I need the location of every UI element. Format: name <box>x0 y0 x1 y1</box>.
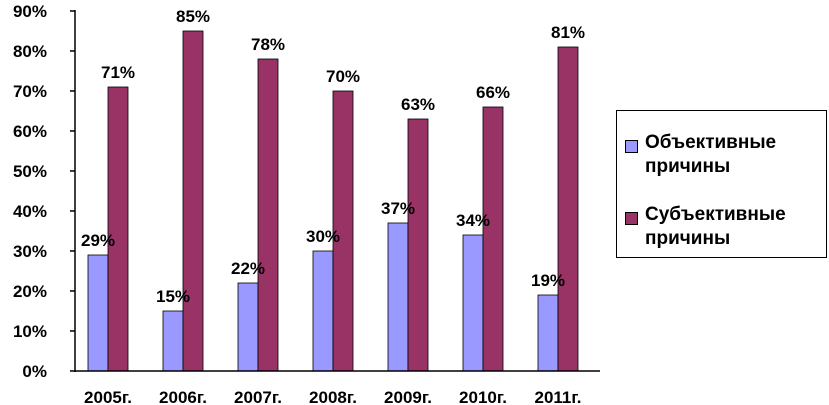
legend-item-subjective: Субъективные причины <box>625 203 815 251</box>
y-tick-label: 20% <box>13 282 47 301</box>
y-tick-label: 30% <box>13 242 47 261</box>
data-label: 34% <box>456 211 490 230</box>
y-tick-label: 40% <box>13 202 47 221</box>
x-tick-label: 2005г. <box>84 388 132 405</box>
bar-objective <box>387 222 409 372</box>
bar-subjective <box>257 58 279 372</box>
bar-objective <box>537 294 559 372</box>
data-label: 29% <box>81 231 115 250</box>
data-label: 81% <box>551 23 585 42</box>
data-label: 66% <box>476 83 510 102</box>
x-tick-label: 2010г. <box>459 388 507 405</box>
x-tick-label: 2009г. <box>384 388 432 405</box>
x-tick-label: 2006г. <box>159 388 207 405</box>
x-tick-label: 2011г. <box>535 388 582 405</box>
legend-swatch-objective <box>625 140 638 153</box>
bar-objective <box>462 234 484 372</box>
data-label: 30% <box>306 227 340 246</box>
y-tick-label: 80% <box>13 42 47 61</box>
bar-subjective <box>107 86 129 372</box>
data-label: 70% <box>326 67 360 86</box>
data-label: 37% <box>381 199 415 218</box>
legend-label-objective: Объективные причины <box>645 132 777 177</box>
y-tick-label: 90% <box>13 2 47 21</box>
bar-objective <box>162 310 184 372</box>
bar-objective <box>87 254 109 372</box>
data-label: 22% <box>231 259 265 278</box>
bar-subjective <box>182 30 204 372</box>
x-tick-label: 2007г. <box>234 388 282 405</box>
data-label: 71% <box>101 63 135 82</box>
bar-subjective <box>407 118 429 372</box>
data-label: 63% <box>401 95 435 114</box>
legend-swatch-subjective <box>625 212 638 225</box>
x-tick-label: 2008г. <box>309 388 357 405</box>
bar-objective <box>312 250 334 372</box>
y-tick-label: 70% <box>13 82 47 101</box>
data-label: 78% <box>251 35 285 54</box>
y-tick-label: 50% <box>13 162 47 181</box>
legend: Объективные причины Субъективные причины <box>616 110 827 258</box>
legend-item-objective: Объективные причины <box>625 131 815 179</box>
y-tick-label: 60% <box>13 122 47 141</box>
data-label: 19% <box>531 271 565 290</box>
bar-objective <box>237 282 259 372</box>
bar-subjective <box>557 46 579 372</box>
data-label: 85% <box>176 7 210 26</box>
data-label: 15% <box>156 287 190 306</box>
bar-subjective <box>482 106 504 372</box>
y-tick-label: 10% <box>13 322 47 341</box>
y-tick-label: 0% <box>22 362 47 381</box>
legend-label-subjective: Субъективные причины <box>645 204 786 249</box>
